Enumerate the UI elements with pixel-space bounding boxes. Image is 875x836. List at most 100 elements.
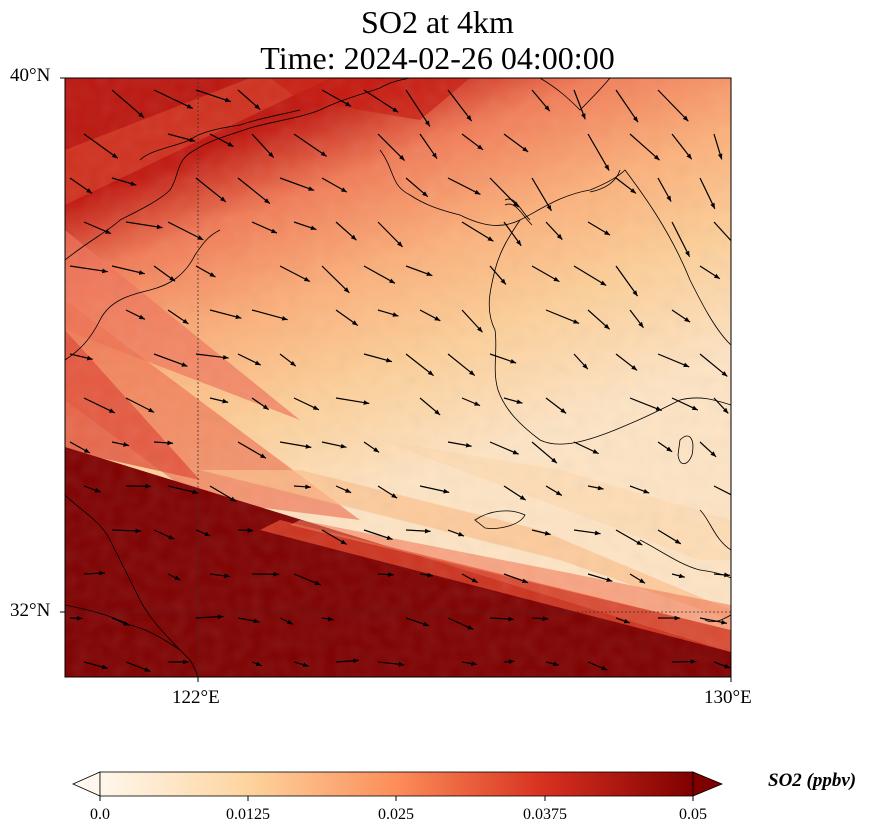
wind-arrowhead xyxy=(320,151,327,157)
wind-arrowhead xyxy=(135,528,142,534)
wind-arrowhead xyxy=(500,278,506,285)
wind-arrowhead xyxy=(555,490,562,496)
wind-arrowhead xyxy=(683,362,690,367)
colorbar-gradient xyxy=(99,771,694,797)
wind-arrowhead xyxy=(138,112,145,118)
wind-arrowhead xyxy=(270,228,277,234)
wind-arrow xyxy=(531,177,552,212)
wind-arrowhead xyxy=(601,665,608,671)
wind-arrowhead xyxy=(398,661,405,667)
wind-arrowhead xyxy=(573,319,580,324)
wind-arrowhead xyxy=(260,453,266,459)
wind-arrowhead xyxy=(220,196,226,202)
wind-arrowhead xyxy=(399,154,405,161)
wind-arrow xyxy=(321,89,352,107)
gridlines xyxy=(65,78,731,677)
wind-arrowhead xyxy=(224,97,231,103)
wind-arrowhead xyxy=(145,484,151,489)
wind-arrowhead xyxy=(691,405,698,411)
wind-arrow xyxy=(545,309,580,325)
wind-arrowhead xyxy=(686,153,692,160)
wind-arrow xyxy=(167,221,204,241)
wind-arrow xyxy=(251,309,288,321)
wind-arrowhead xyxy=(138,314,145,320)
wind-arrowhead xyxy=(643,488,650,494)
wind-arrowhead xyxy=(736,496,742,501)
wind-arrowhead xyxy=(508,616,514,622)
wind-arrowhead xyxy=(685,250,690,257)
wind-arrow xyxy=(713,221,731,242)
wind-arrowhead xyxy=(262,404,269,410)
wind-arrow xyxy=(279,265,311,283)
wind-arrowhead xyxy=(189,137,196,143)
colorbar-tick-1: 0.0125 xyxy=(226,806,270,823)
wind-arrow xyxy=(69,265,108,273)
wind-arrow xyxy=(321,265,350,294)
wind-arrow xyxy=(587,133,610,171)
wind-arrowhead xyxy=(581,113,586,120)
wind-arrowhead xyxy=(247,528,254,533)
wind-arrowhead xyxy=(427,572,434,578)
wind-arrowhead xyxy=(597,485,604,491)
wind-arrowhead xyxy=(255,661,262,666)
wind-arrow xyxy=(111,89,145,119)
wind-arrowhead xyxy=(710,451,717,457)
wind-arrowhead xyxy=(94,487,101,493)
wind-arrowhead xyxy=(474,401,481,406)
wind-arrowhead xyxy=(102,268,108,274)
wind-arrowhead xyxy=(305,484,311,490)
wind-arrowhead xyxy=(227,141,234,147)
wind-arrowhead xyxy=(666,446,673,452)
wind-arrowhead xyxy=(477,144,484,150)
wind-arrowhead xyxy=(690,659,697,664)
wind-arrowhead xyxy=(209,272,216,277)
wind-arrowhead xyxy=(310,225,317,230)
wind-arrow xyxy=(629,133,660,161)
wind-arrowhead xyxy=(638,321,644,328)
wind-arrowhead xyxy=(434,409,441,415)
wind-arrowhead xyxy=(458,531,465,537)
wind-arrowhead xyxy=(281,316,288,321)
wind-arrowhead xyxy=(604,164,610,171)
wind-arrowhead xyxy=(183,659,189,665)
wind-arrowhead xyxy=(632,290,638,297)
wind-arrowhead xyxy=(181,362,188,367)
wind-arrowhead xyxy=(217,614,224,620)
wind-arrowhead xyxy=(86,355,93,361)
wind-arrow xyxy=(111,265,145,275)
wind-arrowhead xyxy=(717,153,723,160)
wind-arrowhead xyxy=(186,103,193,109)
wind-arrowhead xyxy=(86,188,93,194)
wind-arrowhead xyxy=(560,408,567,414)
title-line-2: Time: 2024-02-26 04:00:00 xyxy=(260,40,615,76)
wind-arrowhead xyxy=(544,530,551,536)
wind-arrowhead xyxy=(273,571,280,577)
wind-arrow xyxy=(657,89,689,122)
wind-arrowhead xyxy=(340,187,347,193)
wind-arrow xyxy=(615,265,639,297)
wind-arrowhead xyxy=(222,355,229,360)
wind-arrow xyxy=(153,89,193,110)
wind-arrowhead xyxy=(224,573,230,579)
colorbar-tick-0: 0.0 xyxy=(90,806,110,823)
wind-arrow xyxy=(293,133,327,157)
wind-arrowhead xyxy=(148,407,155,413)
wind-arrowhead xyxy=(582,363,588,370)
wind-arrowhead xyxy=(345,101,352,107)
wind-arrow xyxy=(237,177,271,205)
colorbar xyxy=(72,771,724,801)
wind-arrowhead xyxy=(389,278,396,284)
wind-arrowhead xyxy=(397,241,403,247)
wind-arrow xyxy=(671,221,691,258)
wind-arrowhead xyxy=(542,616,549,622)
wind-arrowhead xyxy=(254,104,261,110)
wind-arrowhead xyxy=(392,107,399,113)
wind-arrowhead xyxy=(594,530,601,536)
wind-arrowhead xyxy=(556,233,563,240)
wind-arrowhead xyxy=(230,496,237,502)
wind-arrow xyxy=(335,397,370,405)
title-line-1: SO2 at 4km xyxy=(361,4,514,40)
wind-arrowhead xyxy=(351,320,358,326)
wind-arrowhead xyxy=(268,151,274,158)
colorbar-title: SO2 (ppbv) xyxy=(768,770,857,791)
